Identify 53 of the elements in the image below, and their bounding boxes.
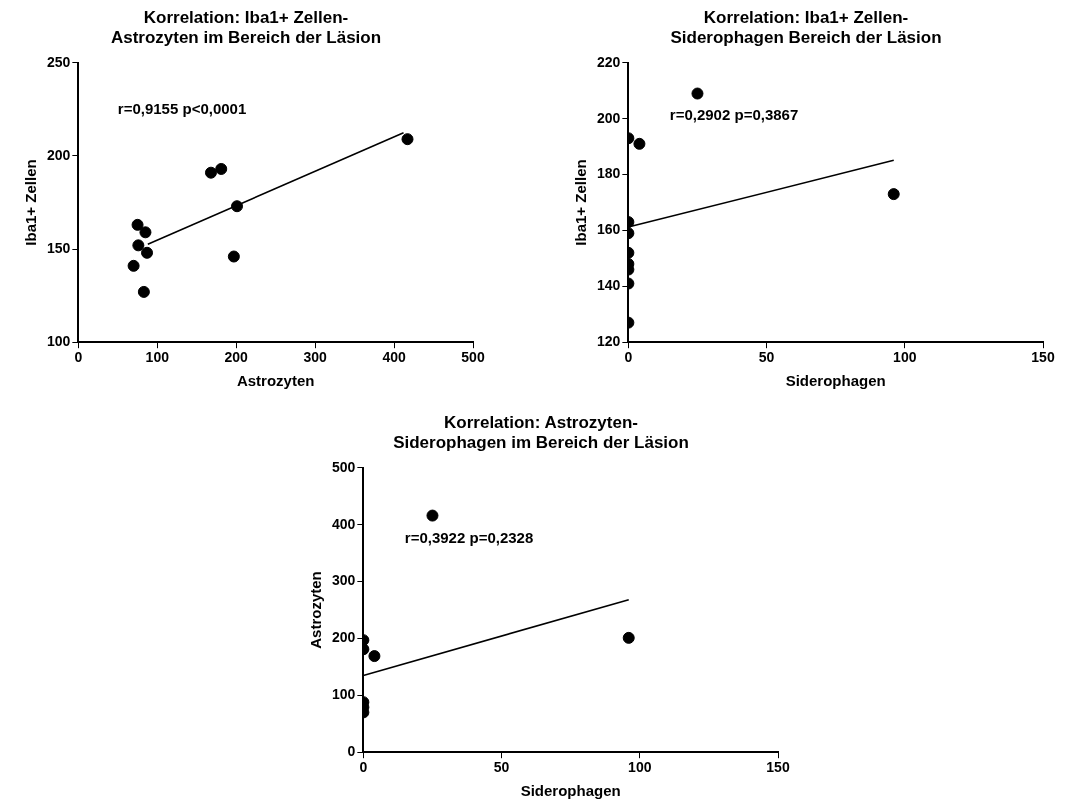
y-tick-label: 200 [597, 109, 621, 126]
x-tick-label: 100 [893, 349, 917, 366]
x-tick-label: 400 [382, 349, 406, 366]
x-tick-label: 100 [628, 759, 652, 776]
y-tick-label: 0 [347, 743, 356, 760]
x-axis-title: Siderophagen [785, 372, 886, 390]
point [227, 250, 240, 263]
point [141, 246, 154, 259]
y-tick-label: 200 [47, 146, 71, 163]
x-tick-label: 100 [145, 349, 170, 366]
x-tick-label: 150 [766, 759, 790, 776]
y-tick-label: 150 [47, 239, 71, 256]
y-tick-label: 180 [597, 165, 621, 182]
y-tick-label: 100 [47, 333, 71, 350]
point [137, 285, 150, 298]
y-tick-label: 160 [597, 221, 621, 238]
y-tick-label: 140 [597, 277, 621, 294]
point [215, 162, 228, 175]
y-tick-label: 120 [597, 333, 621, 350]
y-tick-label: 500 [332, 458, 356, 475]
y-axis-title: Astrozyten [307, 571, 325, 649]
x-axis-title: Siderophagen [520, 782, 621, 800]
annotation: r=0,9155 p<0,0001 [117, 100, 247, 118]
x-tick-label: 150 [1031, 349, 1055, 366]
point [139, 226, 152, 239]
y-tick-label: 220 [597, 53, 621, 70]
chart-title: Korrelation: Iba1+ Zellen- Siderophagen Bereich der Läsion [670, 7, 942, 48]
x-tick-label: 500 [461, 349, 485, 366]
y-axis-title: Iba1+ Zellen [22, 159, 40, 246]
annotation: r=0,3922 p=0,2328 [404, 529, 534, 547]
x-tick-label: 50 [758, 349, 775, 366]
y-tick-label: 200 [332, 629, 356, 646]
x-tick-label: 300 [303, 349, 328, 366]
y-axis-title: Iba1+ Zellen [572, 159, 590, 246]
x-tick-label: 0 [74, 349, 83, 366]
x-tick-label: 200 [224, 349, 249, 366]
point [127, 259, 140, 272]
y-tick-label: 250 [47, 53, 71, 70]
point [204, 166, 217, 179]
point [401, 133, 414, 146]
x-tick-label: 0 [624, 349, 633, 366]
y-tick-label: 100 [332, 686, 356, 703]
point [231, 200, 243, 213]
x-tick-label: 0 [359, 759, 368, 776]
y-tick-label: 300 [332, 572, 356, 589]
chart-title: Korrelation: Astrozyten- Siderophagen im Bereich der Läsion [393, 412, 689, 453]
point [132, 239, 145, 252]
chart-title: Korrelation: Iba1+ Zellen- Astrozyten im Bereich der Läsion [110, 7, 382, 48]
point [131, 218, 144, 231]
annotation: r=0,2902 p=0,3867 [669, 106, 799, 124]
x-tick-label: 50 [493, 759, 510, 776]
x-axis-title: Astrozyten [236, 372, 315, 390]
y-tick-label: 400 [332, 515, 356, 532]
